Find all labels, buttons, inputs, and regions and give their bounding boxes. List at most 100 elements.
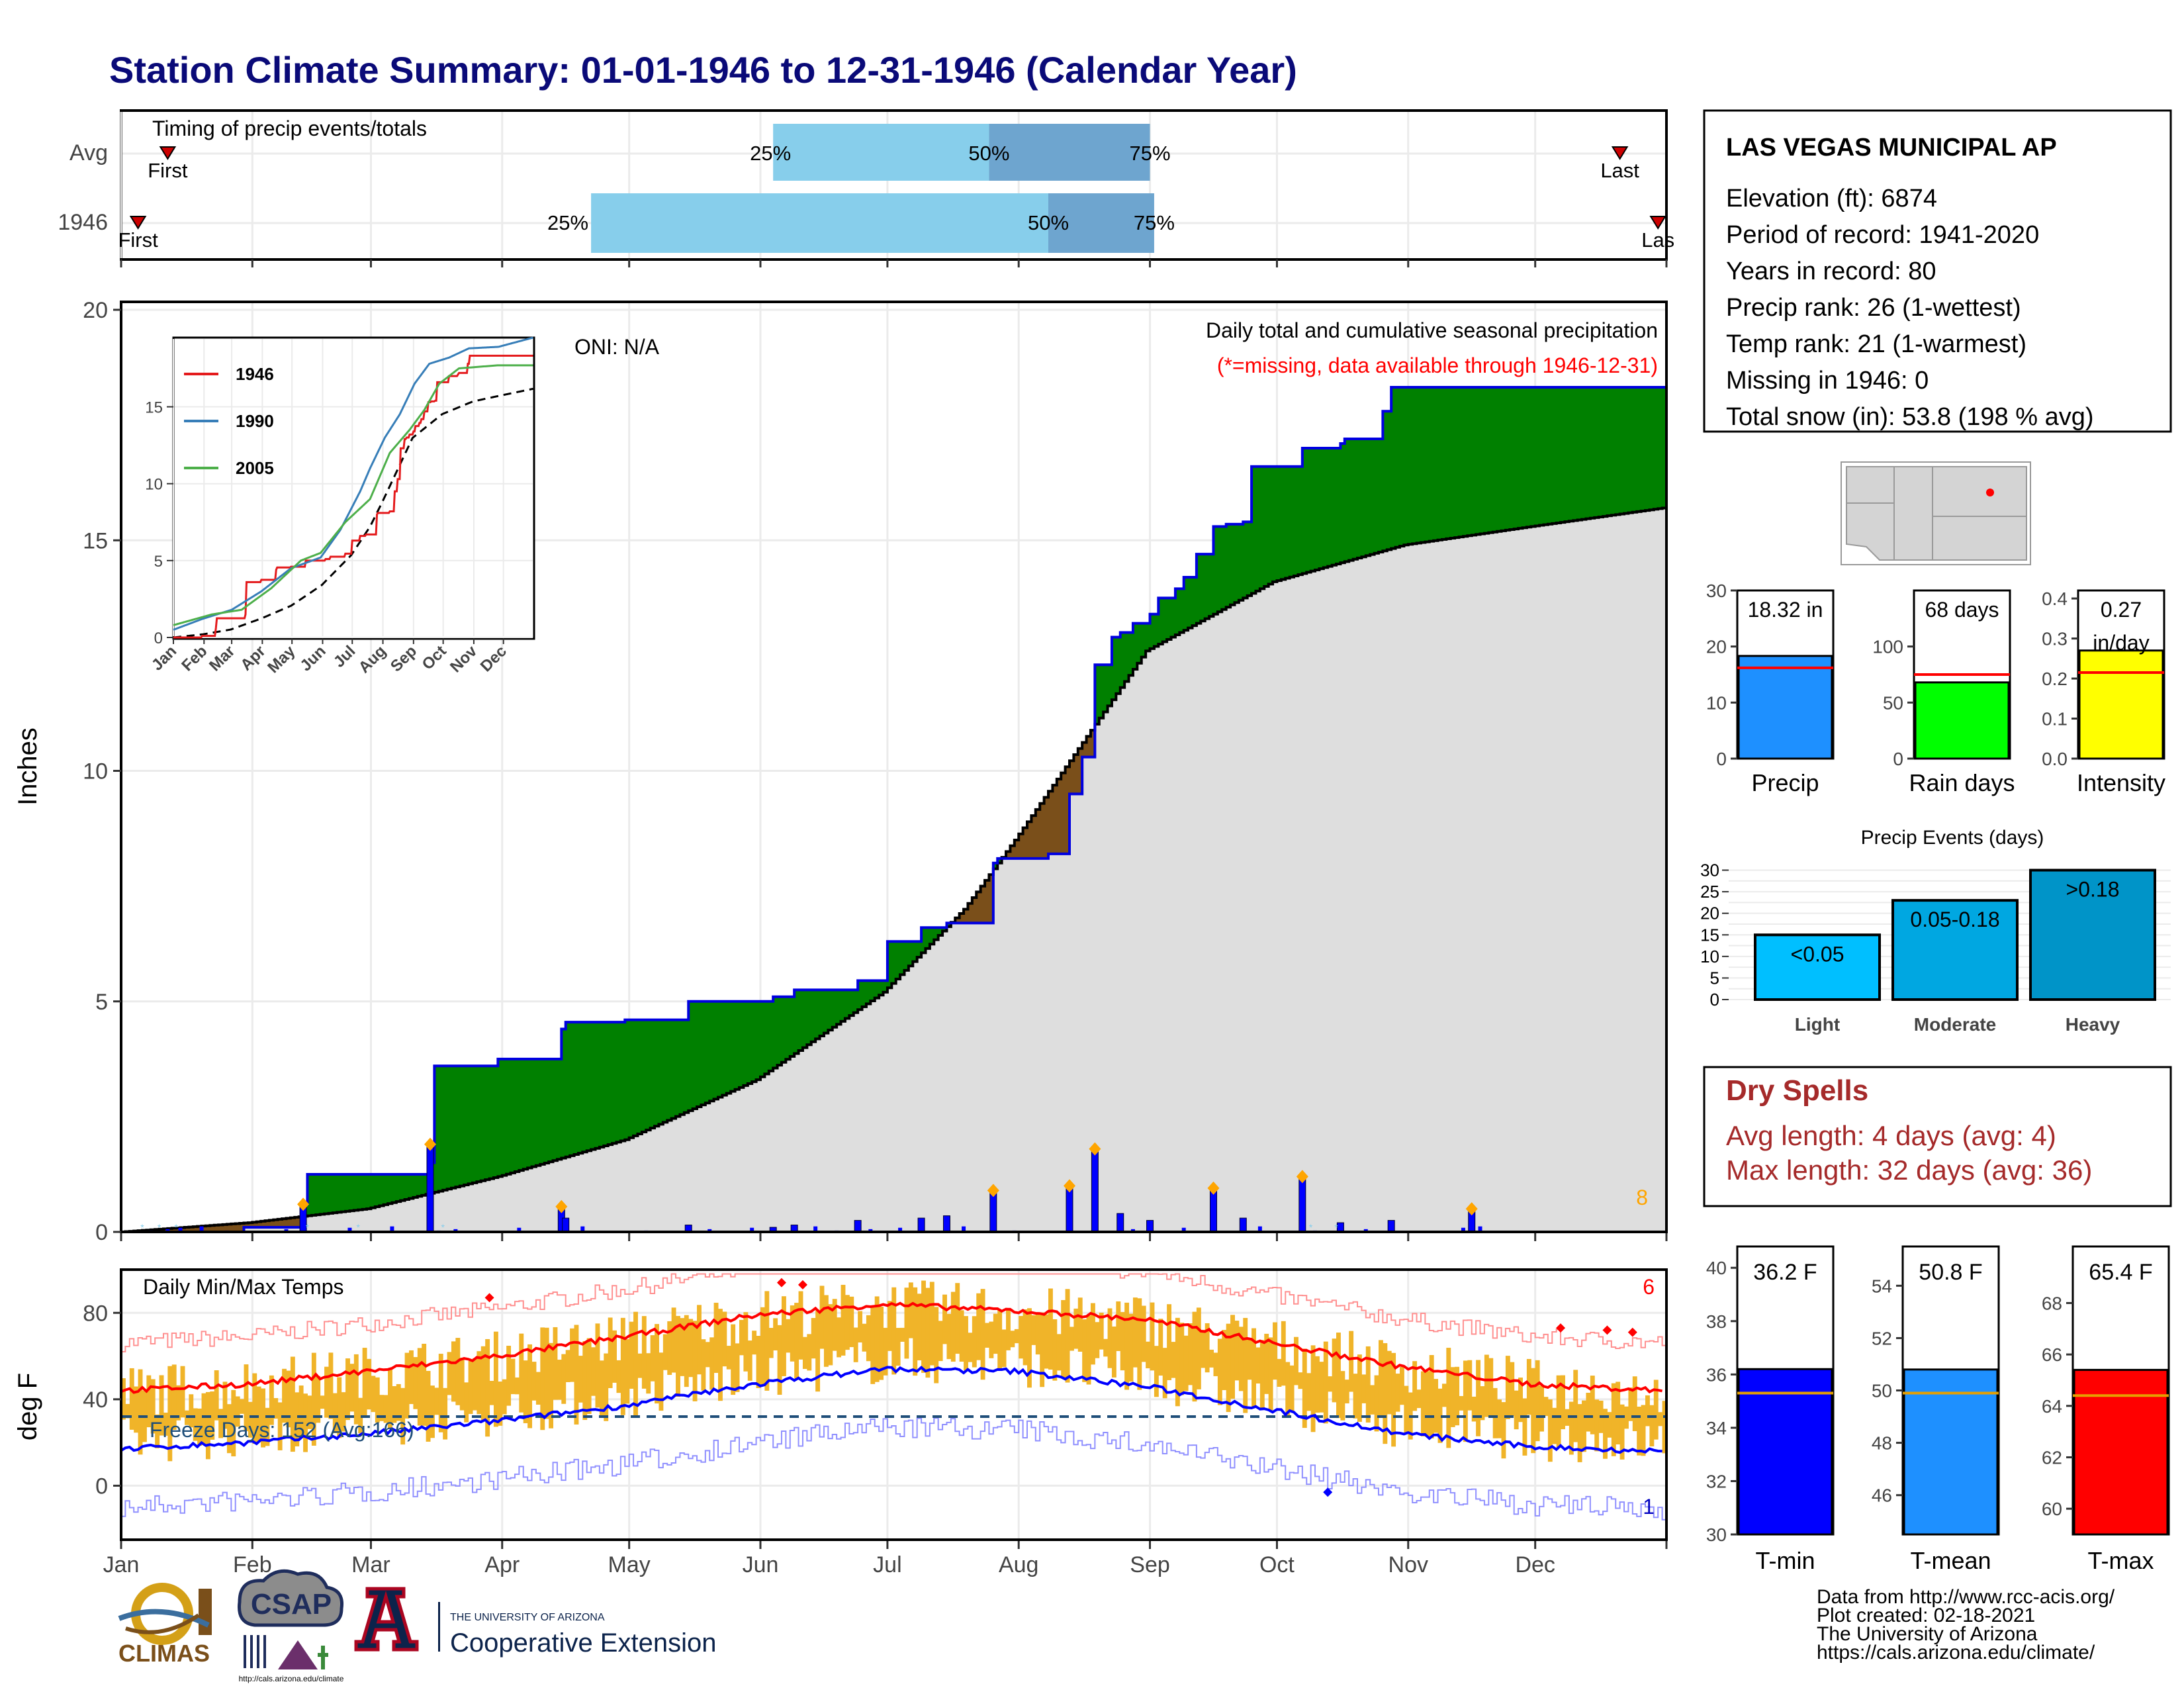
station-line: Elevation (ft): 6874 bbox=[1726, 185, 1937, 212]
daily-temp-range-bar bbox=[1251, 1328, 1256, 1409]
daily-temp-range-bar bbox=[1569, 1401, 1574, 1455]
daily-temp-range-bar bbox=[1217, 1338, 1222, 1405]
daily-temp-range-bar bbox=[155, 1414, 160, 1448]
events-bar bbox=[2029, 868, 2156, 1001]
summary-bar bbox=[1737, 655, 1833, 760]
daily-temp-range-bar bbox=[764, 1291, 770, 1391]
daily-temp-range-bar bbox=[608, 1317, 613, 1388]
daily-temp-range-bar bbox=[968, 1333, 973, 1362]
csap-logo-text: CSAP bbox=[251, 1588, 332, 1620]
daily-temp-range-bar bbox=[837, 1317, 842, 1358]
daily-temp-range-bar bbox=[756, 1336, 761, 1388]
temp-y-tick-label: 80 bbox=[83, 1301, 108, 1326]
daily-temp-range-bar bbox=[1344, 1380, 1349, 1404]
temp-y-tick-label: 60 bbox=[2042, 1499, 2062, 1519]
daily-temp-range-bar bbox=[595, 1323, 600, 1408]
daily-temp-range-bar bbox=[1023, 1309, 1028, 1366]
daily-temp-range-bar bbox=[341, 1392, 346, 1432]
heavy-event-marker bbox=[424, 1137, 436, 1151]
daily-temp-range-bar bbox=[1323, 1341, 1328, 1424]
average-tmin-line bbox=[120, 1366, 1662, 1454]
daily-temp-range-bar bbox=[167, 1366, 173, 1462]
daily-temp-range-bar bbox=[680, 1318, 685, 1376]
daily-temp-range-bar bbox=[1467, 1360, 1473, 1411]
heavy-event-marker bbox=[1089, 1142, 1101, 1156]
temp-summary-bar bbox=[1903, 1368, 1999, 1536]
daily-temp-range-bar bbox=[1205, 1323, 1210, 1373]
daily-temp-range-bar bbox=[252, 1373, 257, 1444]
heavy-event-marker bbox=[1296, 1170, 1308, 1184]
ua-logo: THE UNIVERSITY OF ARIZONA Cooperative Ex… bbox=[354, 1587, 716, 1658]
daily-temp-range-bar bbox=[1128, 1313, 1134, 1382]
summary-bar-label: Precip bbox=[1751, 769, 1819, 796]
inset-y-tick-label: 10 bbox=[145, 476, 163, 494]
daily-temp-range-bar bbox=[1395, 1374, 1400, 1412]
surplus-area bbox=[121, 387, 1666, 1233]
daily-temp-range-bar bbox=[1662, 1401, 1667, 1454]
events-bar bbox=[1891, 899, 2019, 1001]
daily-precip-bar bbox=[707, 1229, 712, 1232]
daily-temp-range-bar bbox=[256, 1386, 261, 1442]
daily-temp-range-bar bbox=[1505, 1356, 1510, 1419]
snow-marker: * bbox=[1309, 1222, 1313, 1233]
daily-temp-range-bar bbox=[667, 1321, 672, 1376]
daily-temp-range-bar bbox=[205, 1391, 210, 1460]
daily-temp-range-bar bbox=[807, 1334, 812, 1371]
average-cumulative-line bbox=[121, 506, 1666, 1233]
daily-temp-range-bar bbox=[535, 1372, 541, 1405]
daily-temp-range-bar bbox=[1158, 1319, 1163, 1376]
temp-y-tick-label: 68 bbox=[2042, 1293, 2062, 1313]
record-low-marker bbox=[1323, 1487, 1333, 1497]
events-bar-label: <0.05 bbox=[1791, 942, 1844, 966]
daily-temp-range-bar bbox=[430, 1385, 435, 1438]
daily-precip-bar bbox=[1116, 1213, 1124, 1233]
record-high-marker bbox=[1556, 1323, 1566, 1333]
daily-temp-range-bar bbox=[815, 1310, 821, 1392]
temp-y-tick-label: 50 bbox=[1872, 1381, 1892, 1401]
daily-temp-range-bar bbox=[1561, 1375, 1565, 1430]
daily-temp-range-bar bbox=[231, 1389, 236, 1457]
daily-temp-range-bar bbox=[1539, 1385, 1544, 1432]
daily-precip-bar bbox=[178, 1227, 183, 1232]
temp-y-tick-label: 40 bbox=[1706, 1258, 1727, 1278]
footer-line: https://cals.arizona.edu/climate/ bbox=[1817, 1642, 2095, 1664]
temp-panel: 0 40 80 deg F Daily Min/Max Temps Freeze D… bbox=[13, 1268, 1668, 1549]
events-bar-label: >0.18 bbox=[2066, 878, 2120, 902]
daily-temp-range-bar bbox=[392, 1386, 397, 1423]
daily-temp-range-bar bbox=[1361, 1374, 1367, 1403]
snow-marker: * bbox=[140, 1222, 144, 1233]
summary-y-tick-label: 0.4 bbox=[2042, 588, 2068, 609]
daily-temp-range-bar bbox=[193, 1408, 198, 1441]
daily-temp-range-bar bbox=[248, 1401, 253, 1438]
daily-temp-range-bar bbox=[328, 1352, 334, 1419]
daily-temp-range-bar bbox=[426, 1370, 431, 1442]
daily-temp-range-bar bbox=[290, 1356, 295, 1452]
daily-temp-range-bar bbox=[1183, 1335, 1189, 1391]
daily-temp-range-bar bbox=[828, 1304, 833, 1366]
precip-y-tick-label: 15 bbox=[83, 528, 108, 553]
events-bar bbox=[1754, 933, 1881, 1001]
daily-temp-range-bar bbox=[1328, 1376, 1333, 1392]
ua-logo-big: Cooperative Extension bbox=[450, 1628, 716, 1658]
temp-count-max: 6 bbox=[1643, 1275, 1655, 1299]
daily-temp-range-bar bbox=[1073, 1308, 1079, 1349]
daily-precip-bar bbox=[517, 1227, 522, 1232]
daily-temp-range-bar bbox=[819, 1286, 825, 1349]
daily-temp-range-bar bbox=[451, 1341, 456, 1402]
inset-year-line bbox=[173, 336, 533, 631]
month-tick-label: Oct bbox=[1259, 1552, 1295, 1577]
record-high-marker bbox=[776, 1278, 786, 1288]
daily-temp-range-bar bbox=[218, 1409, 224, 1438]
temp-summary-bars: 36.2 F 30 32 34 36 38 40 T-min 50.8 F 46 48 50 52 54 T… bbox=[1706, 1245, 2170, 1574]
daily-temp-range-bar bbox=[976, 1293, 981, 1360]
inset-y-tick-label: 5 bbox=[154, 553, 163, 571]
daily-temp-range-bar bbox=[718, 1309, 723, 1401]
summary-y-tick-label: 0 bbox=[1893, 749, 1903, 769]
daily-temp-range-bar bbox=[1006, 1310, 1011, 1350]
month-tick-label: Sep bbox=[1130, 1552, 1170, 1577]
precip-count-label: 8 bbox=[1636, 1186, 1648, 1209]
first-event-label: First bbox=[148, 159, 188, 182]
timing-q25-label: 25% bbox=[750, 142, 791, 165]
daily-temp-range-bar bbox=[388, 1369, 392, 1429]
